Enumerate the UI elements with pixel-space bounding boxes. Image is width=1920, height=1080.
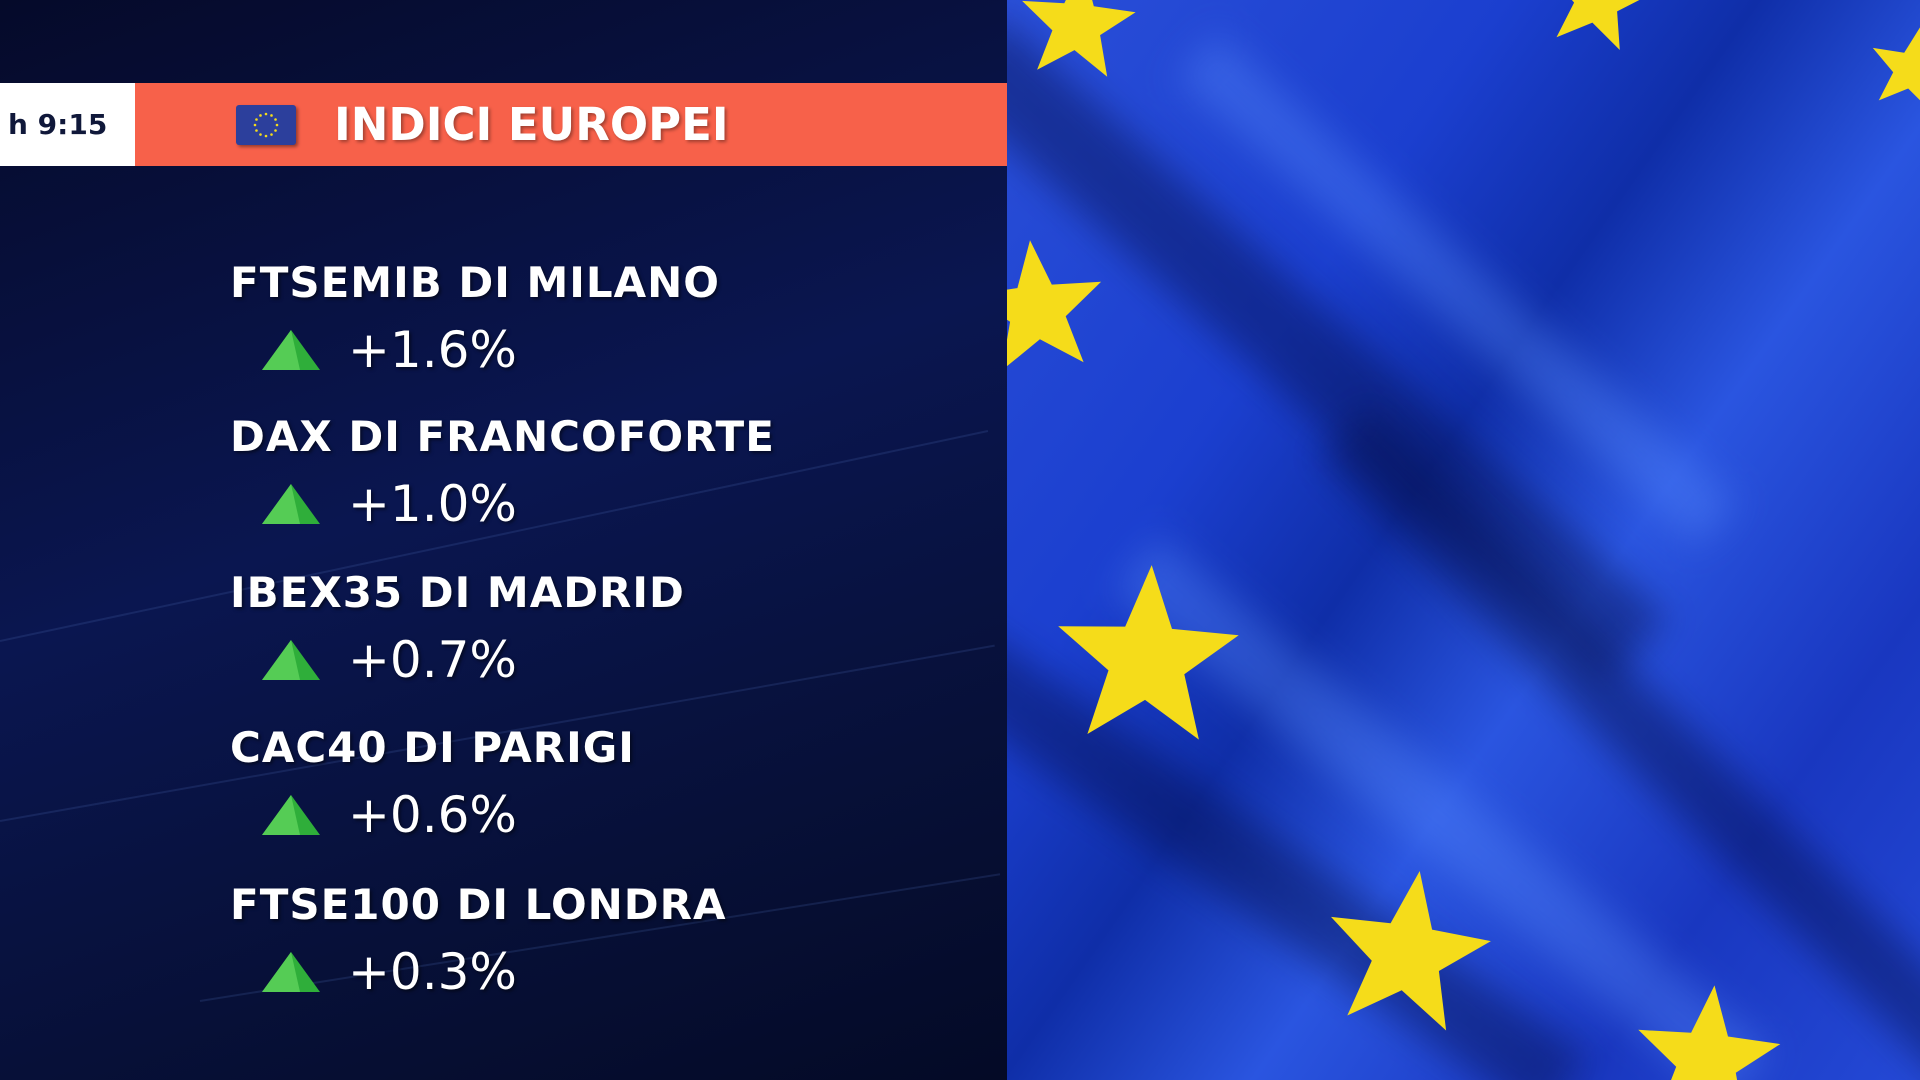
flag-star (1007, 240, 1102, 367)
index-change: +0.6% (348, 786, 517, 844)
page-title: INDICI EUROPEI (334, 98, 729, 151)
eu-flag-icon (236, 104, 296, 145)
arrow-up-icon (262, 330, 320, 370)
flag-star (1872, 27, 1920, 101)
index-name: DAX DI FRANCOFORTE (230, 412, 775, 461)
time-label: h 9:15 (0, 83, 135, 166)
index-name: IBEX35 DI MADRID (230, 568, 685, 617)
index-item-ftsemib: FTSEMIB DI MILANO +1.6% (230, 258, 720, 379)
arrow-up-icon (262, 640, 320, 680)
arrow-up-icon (262, 952, 320, 992)
flag-stars (1007, 0, 1920, 1080)
index-item-ibex35: IBEX35 DI MADRID +0.7% (230, 568, 685, 689)
flag-star (1058, 565, 1239, 740)
index-name: FTSEMIB DI MILANO (230, 258, 720, 307)
index-change: +1.6% (348, 321, 517, 379)
flag-star (1331, 871, 1491, 1031)
index-name: CAC40 DI PARIGI (230, 723, 635, 772)
header-banner: h 9:15 INDICI EUROPEI (0, 83, 1007, 166)
title-bar: INDICI EUROPEI (135, 83, 1007, 166)
arrow-up-icon (262, 484, 320, 524)
index-item-cac40: CAC40 DI PARIGI +0.6% (230, 723, 635, 844)
index-item-ftse100: FTSE100 DI LONDRA +0.3% (230, 880, 727, 1001)
index-change: +0.3% (348, 943, 517, 1001)
flag-star (1022, 0, 1136, 77)
index-change: +0.7% (348, 631, 517, 689)
background-panel (0, 0, 1007, 1080)
flag-star (1638, 985, 1781, 1080)
index-item-dax: DAX DI FRANCOFORTE +1.0% (230, 412, 775, 533)
eu-flag-image (1007, 0, 1920, 1080)
index-name: FTSE100 DI LONDRA (230, 880, 727, 929)
index-change: +1.0% (348, 475, 517, 533)
arrow-up-icon (262, 795, 320, 835)
flag-star (1556, 0, 1640, 50)
